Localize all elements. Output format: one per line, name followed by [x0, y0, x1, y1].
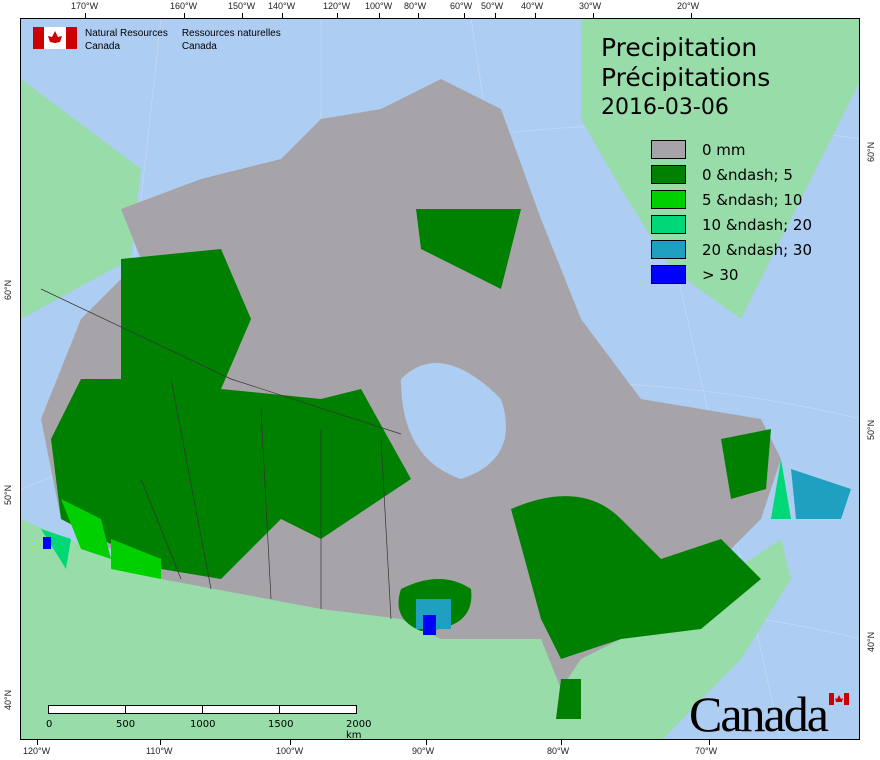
longitude-label: 80°W [547, 746, 570, 756]
legend-label: 0 mm [702, 140, 746, 159]
precipitation-map[interactable]: Natural Resources Canada Ressources natur… [20, 18, 860, 740]
legend-item: 5 &ndash; 10 [651, 187, 812, 212]
longitude-label: 170°W [71, 1, 99, 11]
longitude-label: 100°W [365, 1, 393, 11]
longitude-label: 100°W [276, 746, 304, 756]
agency-fr-2: Canada [181, 41, 217, 52]
legend-swatch [651, 265, 686, 284]
left-lat-label: 40°N [3, 689, 13, 710]
longitude-label: 110°W [146, 746, 173, 756]
legend-item: 0 mm [651, 137, 812, 162]
legend: 0 mm 0 &ndash; 5 5 &ndash; 10 10 &ndash; 20… [651, 137, 812, 287]
legend-label: 5 &ndash; 10 [702, 190, 803, 209]
left-lat-label: 60°N [3, 279, 13, 300]
usa-land [21, 519, 791, 739]
wordmark-text: Canada [689, 686, 829, 740]
title-en: Precipitation [601, 33, 758, 62]
tick-mark [593, 13, 594, 18]
wordmark-flag-icon [829, 693, 849, 705]
legend-label: 20 &ndash; 30 [702, 240, 813, 259]
agency-en-1: Natural Resources [85, 28, 168, 39]
agency-en-2: Canada [85, 41, 121, 52]
map-title: Precipitation Précipitations 2016-03-06 [601, 33, 770, 123]
tick-mark [535, 13, 536, 18]
tick-mark [561, 740, 562, 745]
legend-item: 0 &ndash; 5 [651, 162, 812, 187]
legend-swatch [651, 140, 686, 159]
title-date: 2016-03-06 [601, 95, 729, 120]
agency-fr-1: Ressources naturelles [181, 28, 281, 39]
scale-label: 500 [116, 719, 136, 730]
longitude-label: 70°W [695, 746, 718, 756]
scale-label: 1500 [268, 719, 294, 730]
tick-mark [691, 13, 692, 18]
longitude-label: 20°W [677, 1, 700, 11]
scale-label: 2000 km [346, 719, 372, 740]
scale-label: 1000 [190, 719, 216, 730]
tick-mark [282, 13, 283, 18]
longitude-label: 120°W [23, 746, 51, 756]
tick-mark [464, 13, 465, 18]
legend-item: 10 &ndash; 20 [651, 212, 812, 237]
canada-flag-icon [33, 27, 77, 49]
hudson-bay [401, 363, 506, 479]
nrcan-signature: Natural Resources Canada Ressources natur… [33, 27, 281, 53]
tick-mark [160, 740, 161, 745]
legend-swatch [651, 215, 686, 234]
legend-label: > 30 [702, 265, 739, 284]
scale-label: 0 [46, 719, 53, 730]
precip-over-30 [43, 537, 436, 635]
title-fr: Précipitations [601, 63, 771, 92]
tick-mark [290, 740, 291, 745]
tick-mark [379, 13, 380, 18]
legend-item: > 30 [651, 262, 812, 287]
longitude-label: 30°W [579, 1, 602, 11]
right-lat-label: 40°N [866, 631, 876, 652]
tick-mark [85, 13, 86, 18]
longitude-label: 80°W [404, 1, 427, 11]
tick-mark [418, 13, 419, 18]
left-lat-label: 50°N [3, 484, 13, 505]
longitude-label: 150°W [228, 1, 256, 11]
longitude-label: 120°W [323, 1, 351, 11]
longitude-label: 140°W [268, 1, 296, 11]
right-lat-label: 50°N [866, 419, 876, 440]
longitude-label: 60°W [450, 1, 473, 11]
tick-mark [337, 13, 338, 18]
tick-mark [426, 740, 427, 745]
tick-mark [37, 740, 38, 745]
right-lat-label: 60°N [866, 141, 876, 162]
tick-mark [495, 13, 496, 18]
legend-swatch [651, 190, 686, 209]
tick-mark [184, 13, 185, 18]
greenland-land [581, 19, 859, 319]
legend-swatch [651, 165, 686, 184]
tick-mark [242, 13, 243, 18]
tick-mark [709, 740, 710, 745]
longitude-label: 160°W [170, 1, 198, 11]
longitude-label: 40°W [521, 1, 544, 11]
legend-label: 0 &ndash; 5 [702, 165, 793, 184]
canada-wordmark: Canada [689, 685, 849, 740]
map-canvas [21, 19, 859, 739]
province-borders [40, 288, 402, 620]
legend-item: 20 &ndash; 30 [651, 237, 812, 262]
longitude-label: 50°W [481, 1, 504, 11]
alaska-land [21, 79, 141, 319]
precip-5-10 [61, 499, 161, 579]
legend-swatch [651, 240, 686, 259]
longitude-label: 90°W [412, 746, 435, 756]
legend-label: 10 &ndash; 20 [702, 215, 813, 234]
